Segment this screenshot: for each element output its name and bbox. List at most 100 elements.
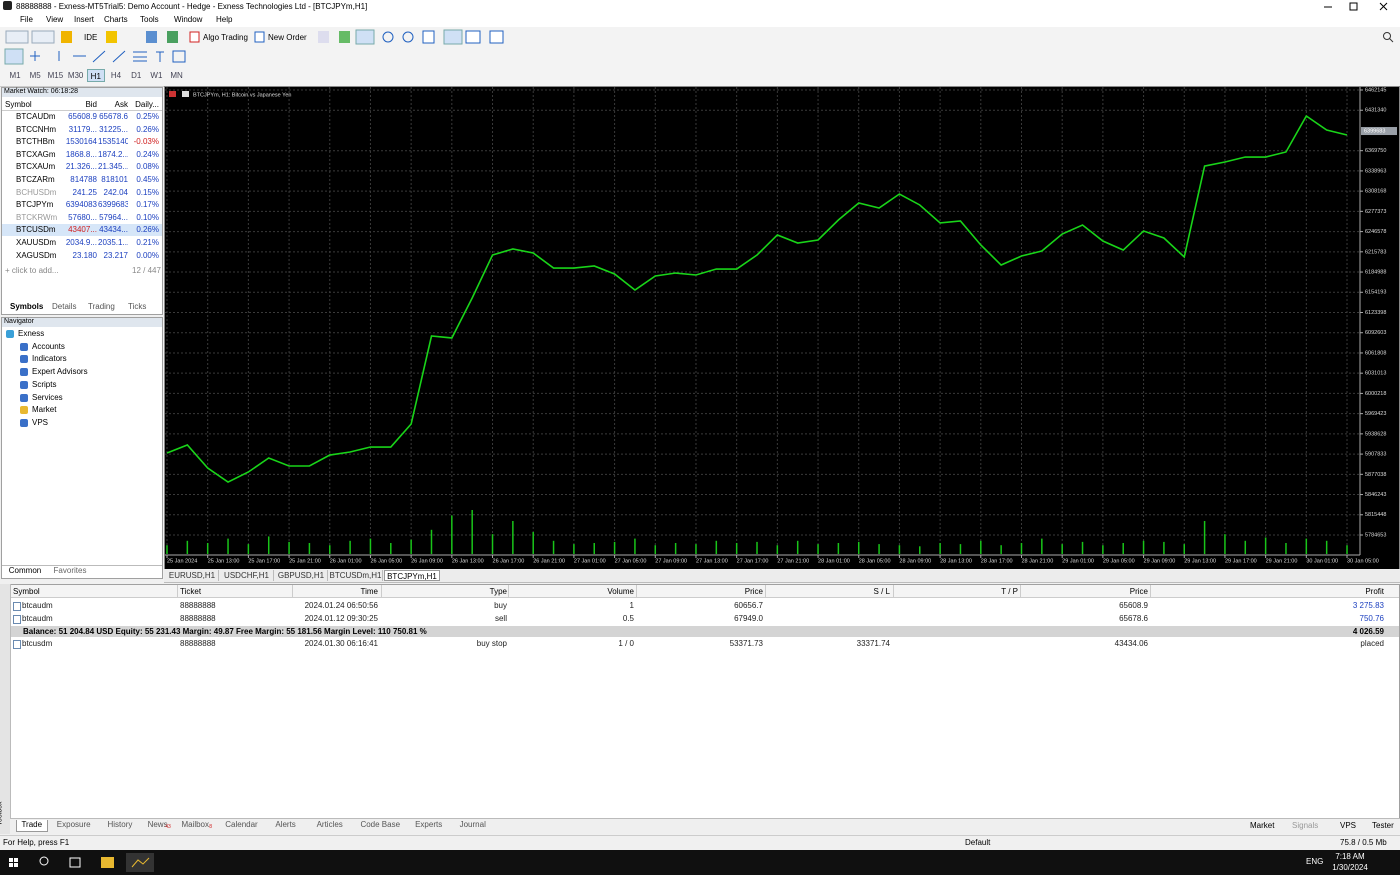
taskbar-time[interactable]: 7:18 AM [1335,852,1365,861]
tool-icon[interactable] [106,31,117,43]
tool-icon[interactable] [422,30,435,44]
task-view-button[interactable] [69,857,81,868]
timeframe-button[interactable]: H1 [86,69,105,82]
timeframe-button[interactable]: M30 [67,71,84,80]
navigator-tab[interactable]: Common [4,566,46,575]
navigator-item[interactable]: VPS [32,417,49,427]
market-watch-tab[interactable]: Trading [88,302,115,311]
navigator-tab[interactable]: Favorites [53,566,87,575]
chart-tab[interactable]: EURUSD,H1 [166,570,219,581]
toolbox-right-tab[interactable]: Tester [1372,821,1394,830]
menu-item[interactable]: File [20,15,33,24]
toolbox-tab[interactable]: Articles [316,820,343,829]
market-watch-tab[interactable]: Symbols [10,302,44,311]
navigator-item[interactable]: Exness [18,329,45,338]
tool-icon[interactable] [443,29,463,45]
chart-tab[interactable]: BTCUSDm,H1 [329,570,383,581]
cursor-tool[interactable] [4,48,24,65]
menu-item[interactable]: Help [216,15,233,24]
new-order-button[interactable]: New Order [268,33,307,42]
market-watch-tab[interactable]: Ticks [128,302,147,311]
symbol-name[interactable]: BTCAUDm [16,112,56,121]
chart-tab[interactable]: USDCHF,H1 [221,570,274,581]
symbol-name[interactable]: BTCCNHm [16,124,56,134]
menu-item[interactable]: Insert [74,15,95,24]
toolbox-tab[interactable]: Exposure [56,820,91,829]
timeframe-button[interactable]: W1 [150,71,163,80]
tool-icon[interactable] [5,30,29,44]
symbol-name[interactable]: BTCJPYm [16,200,54,210]
timeframe-button[interactable]: M15 [47,71,64,80]
symbol-name[interactable]: BTCUSDm [16,225,56,235]
tool-icon[interactable] [339,31,350,43]
close-button[interactable] [1379,2,1388,11]
symbol-name[interactable]: BTCKRWm [16,212,58,222]
symbol-name[interactable]: BCHUSDm [16,187,57,197]
timeframe-button[interactable]: MN [170,71,183,80]
navigator-item[interactable]: Services [32,392,63,402]
navigator-item[interactable]: Expert Advisors [32,367,88,377]
taskbar-date[interactable]: 1/30/2024 [1332,863,1368,872]
add-symbol[interactable]: + click to add... [5,266,59,275]
maximize-button[interactable] [1349,2,1358,11]
toolbox-tab[interactable]: News [147,820,168,829]
symbol-name[interactable]: XAUUSDm [16,238,57,247]
toolbox-tab[interactable]: History [107,820,133,829]
toolbox-right-tab[interactable]: Signals [1292,821,1319,830]
tool-icon[interactable] [465,30,481,44]
navigator-item[interactable]: Scripts [32,379,57,389]
mt5-taskbar-button[interactable] [126,853,154,872]
toolbox-tab[interactable]: Journal [459,820,486,829]
tool-icon[interactable] [318,31,329,43]
tool-icon[interactable] [61,31,72,43]
tool-icon[interactable] [355,29,375,45]
navigator-item[interactable]: Accounts [32,341,65,351]
volume-bar [1000,545,1002,554]
chart-tab[interactable]: BTCJPYm,H1 [384,570,440,581]
algo-trading-button[interactable]: Algo Trading [203,33,248,42]
drawing-tools[interactable] [30,50,164,63]
navigator-item[interactable]: Market [32,405,57,415]
toolbox-tab[interactable]: Code Base [360,820,401,829]
symbol-name[interactable]: BTCZARm [16,175,55,184]
timeframe-button[interactable]: D1 [131,71,142,80]
toolbox-tab[interactable]: Mailbox [181,820,210,829]
menu-item[interactable]: View [46,15,64,24]
tool-icon[interactable] [254,31,265,43]
toolbox-tab[interactable]: Alerts [275,820,296,829]
timeframe-button[interactable]: H4 [110,71,122,80]
toolbox-tab[interactable]: Experts [415,820,443,829]
ide-button[interactable]: IDE [84,33,98,42]
toolbox-right-tab[interactable]: VPS [1340,821,1357,830]
search-button[interactable] [39,856,49,866]
tool-icon[interactable] [31,30,55,44]
menu-item[interactable]: Tools [140,15,159,24]
symbol-name[interactable]: BTCXAUm [16,162,56,172]
tool-icon[interactable] [167,31,178,43]
navigator-item[interactable]: Indicators [32,354,67,364]
chart[interactable]: 6462145 6431340 6369750 6338963 6308168 62773… [165,87,1398,568]
search-icon[interactable] [1382,31,1394,43]
symbol-name[interactable]: BTCXAGm [16,149,56,159]
toolbox-right-tab[interactable]: Market [1250,821,1275,830]
symbol-name[interactable]: BTCTHBm [16,137,55,147]
toolbox-tab[interactable]: Trade [16,820,48,832]
timeframe-button[interactable]: M5 [29,71,41,80]
tool-icon[interactable] [489,30,504,44]
chart-tab[interactable]: GBPUSD,H1 [275,570,328,581]
start-button[interactable] [9,858,18,867]
shapes-tool[interactable] [172,50,186,63]
tool-icon[interactable] [189,31,200,43]
market-watch-tab[interactable]: Details [52,302,77,311]
symbol-name[interactable]: XAGUSDm [16,250,57,260]
explorer-button[interactable] [101,857,114,868]
timeframe-button[interactable]: M1 [9,71,21,80]
tool-icon[interactable] [146,31,157,43]
taskbar-language[interactable]: ENG [1306,857,1324,866]
tool-icon[interactable] [382,31,394,43]
menu-item[interactable]: Window [174,15,203,24]
tool-icon[interactable] [402,31,414,43]
x-tick-label: 26 Jan 13:00 [452,558,484,564]
toolbox-tab[interactable]: Calendar [225,820,258,829]
menu-item[interactable]: Charts [104,15,128,24]
